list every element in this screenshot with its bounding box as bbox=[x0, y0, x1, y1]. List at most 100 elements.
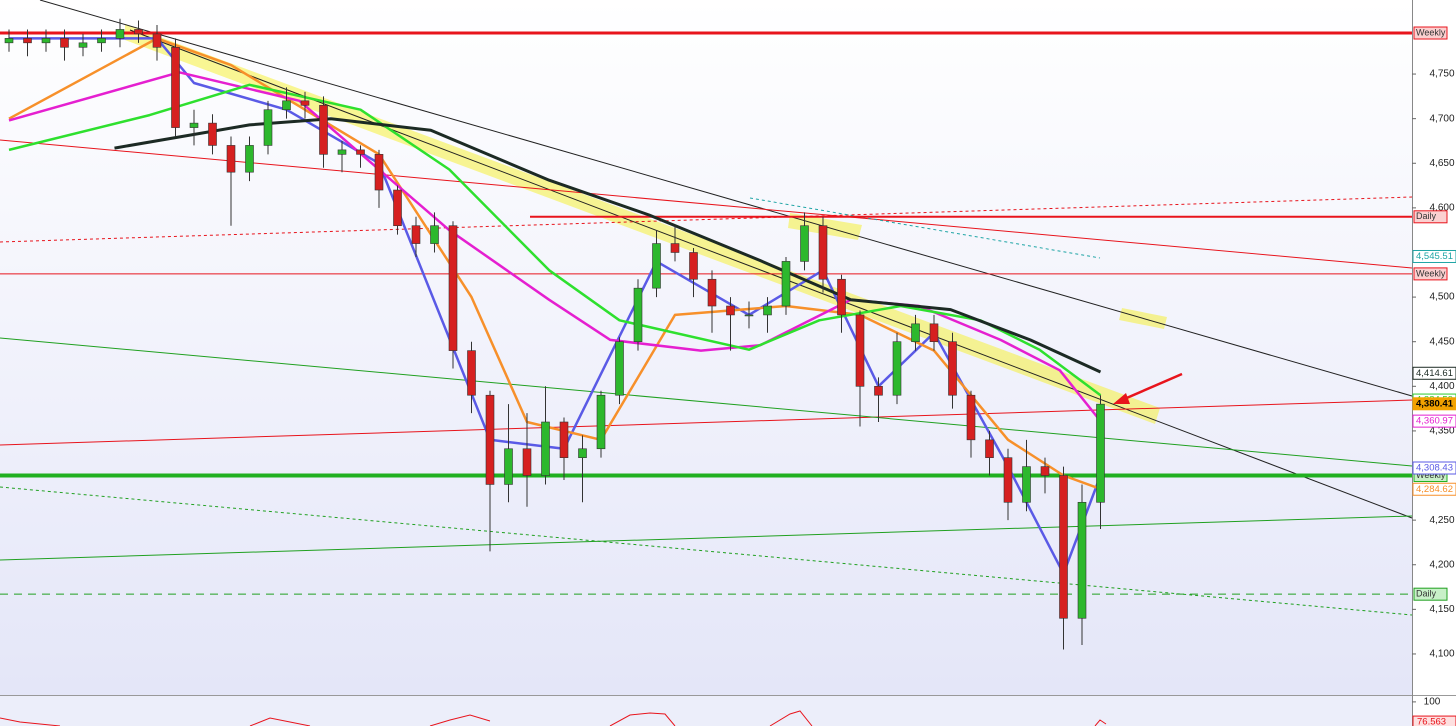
axis-background bbox=[1412, 0, 1456, 726]
candle-body bbox=[781, 261, 791, 307]
candle-body bbox=[929, 323, 939, 343]
candle-body bbox=[818, 225, 828, 280]
price-label: 4,380.41 bbox=[1416, 398, 1454, 409]
level-label: Daily bbox=[1416, 211, 1437, 221]
y-tick-label: 4,750 bbox=[1429, 69, 1454, 80]
candle-body bbox=[23, 38, 32, 44]
candle-body bbox=[633, 287, 643, 343]
price-tag bbox=[1412, 397, 1456, 411]
level-label: Weekly bbox=[1416, 470, 1446, 480]
y-tick-label: 4,100 bbox=[1429, 649, 1454, 660]
arrow-head bbox=[1113, 393, 1130, 404]
level-label: Weekly bbox=[1416, 27, 1446, 37]
candle-body bbox=[337, 149, 347, 155]
candle-body bbox=[41, 38, 51, 44]
level-tag bbox=[1413, 26, 1448, 40]
candle-body bbox=[319, 104, 328, 155]
candle-body bbox=[411, 225, 421, 244]
level-label: Weekly bbox=[1416, 268, 1446, 278]
trend-line bbox=[749, 197, 1101, 259]
price-tag bbox=[1412, 461, 1456, 475]
candle-body bbox=[800, 225, 809, 262]
candle-body bbox=[1003, 457, 1013, 503]
moving-averages bbox=[8, 37, 1102, 575]
level-tag bbox=[1413, 210, 1448, 224]
lower-pane-background bbox=[0, 696, 1412, 726]
plot-background bbox=[0, 0, 1412, 695]
y-tick-label: 4,450 bbox=[1429, 336, 1454, 347]
y-tick-label: 100 bbox=[1424, 697, 1441, 708]
levels bbox=[0, 31, 1412, 595]
moving-average bbox=[8, 37, 1101, 491]
candle-body bbox=[892, 341, 902, 396]
candle-body bbox=[911, 323, 920, 343]
candle-body bbox=[208, 122, 217, 146]
candle-body bbox=[356, 149, 365, 155]
y-tick-label: 4,700 bbox=[1429, 113, 1454, 124]
y-tick-label: 4,650 bbox=[1429, 158, 1454, 169]
price-tag bbox=[1412, 482, 1456, 496]
candle-body bbox=[948, 341, 957, 396]
moving-average bbox=[114, 117, 1102, 374]
candle-body bbox=[282, 100, 291, 111]
candle-body bbox=[97, 38, 106, 44]
y-tick-label: 4,400 bbox=[1429, 381, 1454, 392]
candle-body bbox=[837, 278, 846, 316]
candle-body bbox=[578, 448, 587, 458]
candle-body bbox=[1077, 501, 1087, 619]
trend-line bbox=[0, 139, 1413, 269]
price-label: 4,360.97 bbox=[1416, 416, 1453, 427]
candle-body bbox=[60, 38, 69, 48]
candle-body bbox=[152, 33, 162, 48]
price-label: 4,414.61 bbox=[1416, 368, 1453, 379]
price-label: 4,284.62 bbox=[1416, 484, 1453, 495]
candle-body bbox=[985, 439, 994, 458]
candle-body bbox=[504, 448, 513, 485]
trend-line bbox=[0, 399, 1413, 446]
candle-body bbox=[448, 225, 458, 351]
trend-line bbox=[0, 486, 1413, 616]
candle-body bbox=[189, 122, 199, 128]
candle-body bbox=[744, 314, 754, 317]
candle-body bbox=[134, 29, 143, 35]
trend-line bbox=[0, 196, 1413, 243]
indicator-tag bbox=[1412, 715, 1456, 726]
trend-line bbox=[0, 337, 1413, 467]
candle-body bbox=[374, 154, 384, 191]
candle-body bbox=[855, 314, 865, 387]
price-tag bbox=[1412, 366, 1456, 380]
indicator-line bbox=[0, 710, 1107, 726]
candle-body bbox=[171, 46, 180, 128]
level-label: Daily bbox=[1416, 589, 1437, 599]
indicator-label: 76.563 bbox=[1417, 717, 1446, 726]
candle-body bbox=[245, 145, 254, 173]
y-tick-label: 4,600 bbox=[1429, 203, 1454, 214]
candle-body bbox=[1022, 466, 1031, 503]
candle-body bbox=[966, 394, 976, 441]
trend-line bbox=[39, 0, 1413, 397]
arrow-shaft bbox=[1121, 372, 1183, 402]
price-label: 4,308.43 bbox=[1416, 463, 1453, 474]
level-tag bbox=[1413, 267, 1448, 281]
candle-body bbox=[1040, 466, 1050, 476]
candle-body bbox=[430, 225, 439, 244]
trend-line bbox=[0, 515, 1413, 561]
candle-body bbox=[263, 109, 273, 146]
price-label: 4,545.51 bbox=[1416, 251, 1453, 262]
candle-body bbox=[115, 29, 125, 39]
candle-body bbox=[541, 421, 550, 476]
candle-body bbox=[467, 350, 476, 396]
candles bbox=[4, 18, 1105, 650]
y-tick-label: 4,200 bbox=[1429, 559, 1454, 570]
candle-body bbox=[522, 448, 532, 476]
candle-body bbox=[652, 243, 661, 289]
level-tag bbox=[1413, 587, 1448, 601]
candle-body bbox=[670, 243, 680, 253]
price-tag bbox=[1412, 249, 1456, 263]
candle-body bbox=[874, 386, 883, 396]
candle-body bbox=[559, 421, 569, 458]
y-tick-label: 4,250 bbox=[1429, 515, 1454, 526]
candle-body bbox=[4, 38, 14, 44]
candle-body bbox=[1059, 475, 1068, 619]
